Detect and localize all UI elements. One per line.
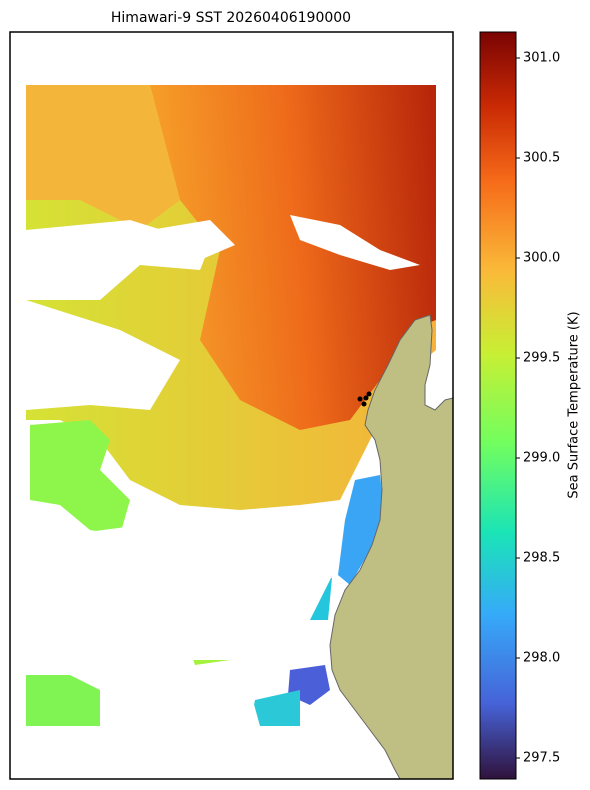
station-points (357, 391, 372, 407)
sst-green-region (30, 420, 130, 535)
sst-blue-patch (338, 475, 385, 585)
map-title: Himawari-9 SST 20260406190000 (111, 10, 351, 26)
colorbar-scale (479, 31, 517, 780)
colorbar-tick-label: 297.5 (523, 751, 560, 766)
sst-green-patch (26, 675, 100, 726)
sst-cyan-patch (250, 690, 300, 726)
map-frame (9, 31, 454, 780)
colorbar-tick-label: 300.0 (523, 251, 560, 266)
sst-yellow-region (26, 85, 180, 230)
colorbar: 297.5 298.0 298.5 299.0 299.5 300.0 300.5 301.0 (479, 31, 560, 780)
cloud-gap (120, 220, 235, 260)
colorbar-tick-label: 299.5 (523, 351, 560, 366)
colorbar-tick-label: 299.0 (523, 451, 560, 466)
colorbar-tick-label: 301.0 (523, 51, 560, 66)
cloud-gap (290, 215, 420, 270)
cloud-gap (26, 510, 340, 670)
cloud-gap (100, 690, 260, 726)
colorbar-tick-label: 298.0 (523, 651, 560, 666)
colorbar-tick-label: 300.5 (523, 151, 560, 166)
cloud-gap (26, 300, 180, 410)
sst-hot-region (150, 85, 436, 430)
land (329, 314, 454, 780)
map (9, 31, 454, 780)
colorbar-label: Sea Surface Temperature (K) (567, 311, 582, 498)
colorbar-tick-label: 298.5 (523, 551, 560, 566)
